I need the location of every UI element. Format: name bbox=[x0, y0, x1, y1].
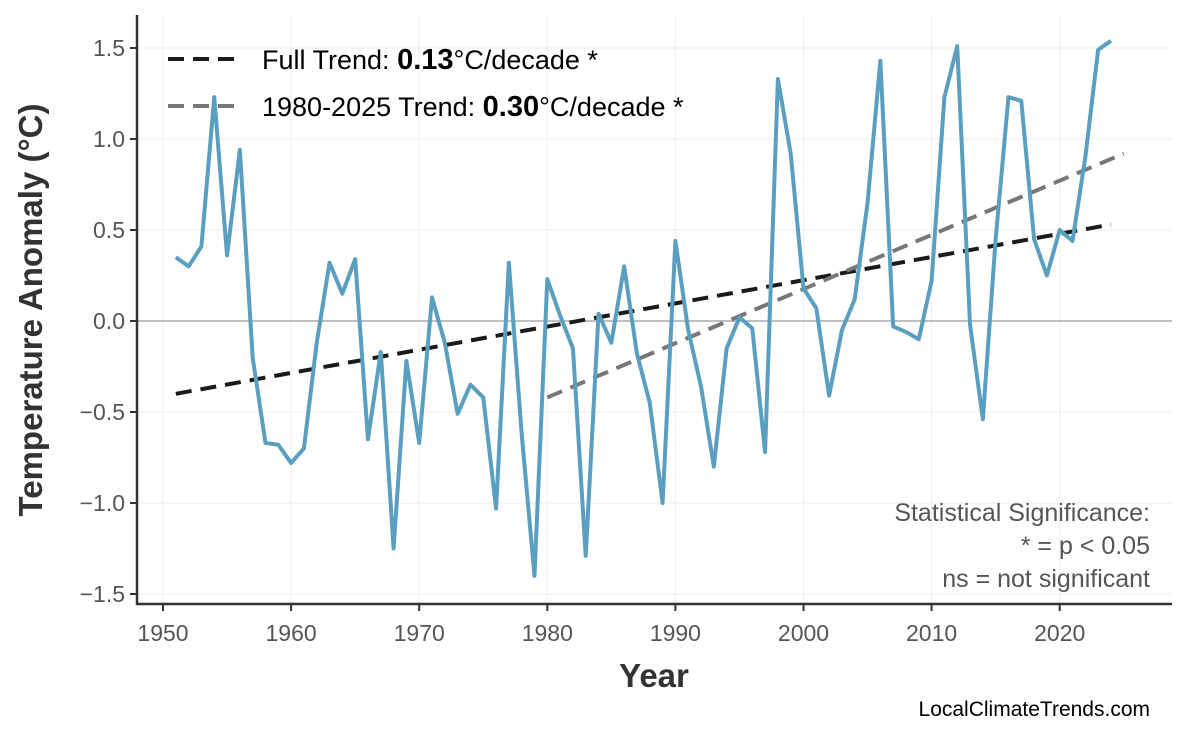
note-line: * = p < 0.05 bbox=[1021, 532, 1150, 560]
y-tick-label: 0.5 bbox=[93, 217, 125, 243]
x-tick-label: 1950 bbox=[137, 620, 188, 646]
x-tick-label: 1980 bbox=[522, 620, 573, 646]
y-tick-label: 1.5 bbox=[93, 35, 125, 61]
y-tick-label: −1.0 bbox=[80, 490, 125, 516]
trend-lines bbox=[176, 154, 1124, 398]
y-axis-label: Temperature Anomaly (°C) bbox=[12, 104, 49, 517]
credit: LocalClimateTrends.com bbox=[919, 698, 1150, 721]
y-tick-label: −1.5 bbox=[80, 581, 125, 607]
y-tick-label: 1.0 bbox=[93, 126, 125, 152]
legend-label: Full Trend: 0.13°C/decade * bbox=[262, 44, 598, 76]
note-line: Statistical Significance: bbox=[894, 499, 1150, 527]
x-tick-label: 2000 bbox=[778, 620, 829, 646]
x-tick-label: 2010 bbox=[906, 620, 957, 646]
note-line: ns = not significant bbox=[942, 565, 1150, 593]
y-tick-label: −0.5 bbox=[80, 399, 125, 425]
x-tick-label: 1990 bbox=[650, 620, 701, 646]
y-tick-label: 0.0 bbox=[93, 308, 125, 334]
legend: Full Trend: 0.13°C/decade *1980-2025 Tre… bbox=[168, 44, 684, 123]
x-tick-label: 2020 bbox=[1034, 620, 1085, 646]
significance-note: Statistical Significance: * = p < 0.05 n… bbox=[894, 499, 1150, 593]
legend-label-suffix: °C/decade * bbox=[539, 92, 684, 122]
legend-trend-value: 0.13 bbox=[397, 44, 453, 76]
legend-label-prefix: 1980-2025 Trend: bbox=[262, 92, 483, 122]
legend-trend-value: 0.30 bbox=[483, 91, 539, 123]
legend-label: 1980-2025 Trend: 0.30°C/decade * bbox=[262, 91, 684, 123]
x-tick-label: 1970 bbox=[394, 620, 445, 646]
legend-label-suffix: °C/decade * bbox=[454, 45, 599, 75]
x-tick-label: 1960 bbox=[266, 620, 317, 646]
legend-label-prefix: Full Trend: bbox=[262, 45, 397, 75]
x-axis-label: Year bbox=[619, 657, 689, 694]
